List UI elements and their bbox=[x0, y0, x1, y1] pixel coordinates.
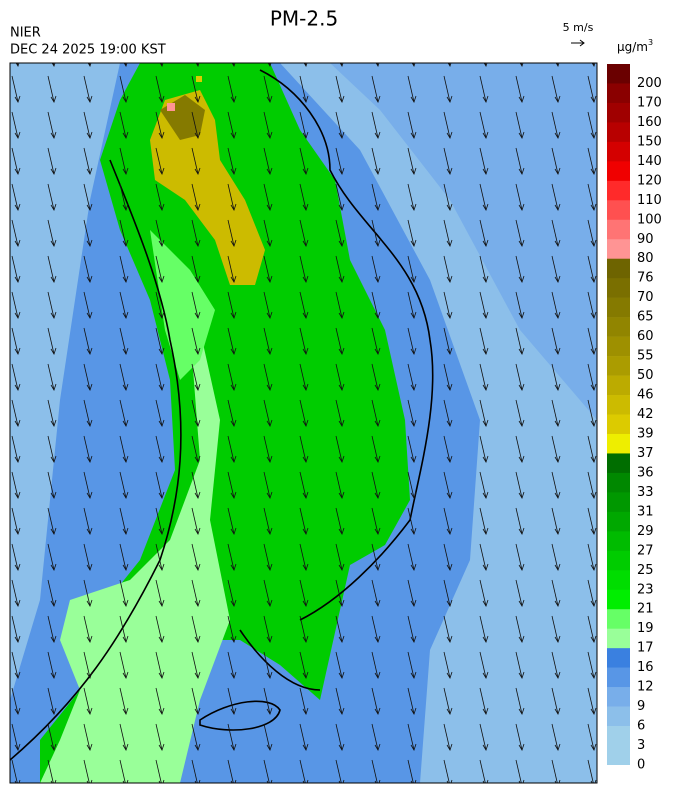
colorbar-cell bbox=[607, 414, 630, 435]
colorbar-label: 70 bbox=[637, 290, 654, 305]
colorbar-label: 65 bbox=[637, 310, 654, 325]
colorbar-label: 29 bbox=[637, 524, 654, 539]
colorbar-label: 120 bbox=[637, 173, 662, 188]
colorbar-label: 17 bbox=[637, 641, 654, 656]
colorbar-cell bbox=[607, 511, 630, 532]
agency: NIER bbox=[10, 26, 41, 41]
colorbar-label: 9 bbox=[637, 699, 645, 714]
colorbar-label: 55 bbox=[637, 349, 654, 364]
colorbar-cell bbox=[607, 122, 630, 143]
colorbar: 2001701601501401201101009080767065605550… bbox=[607, 64, 662, 773]
colorbar-label: 46 bbox=[637, 388, 654, 403]
colorbar-label: 25 bbox=[637, 563, 654, 578]
colorbar-cell bbox=[607, 609, 630, 629]
colorbar-label: 140 bbox=[637, 154, 662, 169]
title: PM-2.5 bbox=[270, 7, 338, 31]
timestamp: DEC 24 2025 19:00 KST bbox=[10, 43, 166, 58]
colorbar-label: 6 bbox=[637, 719, 645, 734]
colorbar-cell bbox=[607, 492, 630, 513]
colorbar-cell bbox=[607, 239, 630, 260]
wind-scale-arrow bbox=[571, 39, 585, 47]
colorbar-cell bbox=[607, 200, 630, 221]
colorbar-label: 16 bbox=[637, 660, 654, 675]
colorbar-cell bbox=[607, 141, 630, 162]
colorbar-cell bbox=[607, 102, 630, 123]
colorbar-cell bbox=[607, 550, 630, 571]
colorbar-label: 80 bbox=[637, 251, 654, 266]
colorbar-label: 90 bbox=[637, 232, 654, 247]
unit-label: μg/m3 bbox=[617, 38, 653, 54]
colorbar-cell bbox=[607, 628, 630, 649]
colorbar-label: 37 bbox=[637, 446, 654, 461]
colorbar-label: 170 bbox=[637, 95, 662, 110]
colorbar-label: 100 bbox=[637, 212, 662, 227]
colorbar-cell bbox=[607, 375, 630, 396]
colorbar-label: 27 bbox=[637, 543, 654, 558]
colorbar-cell bbox=[607, 161, 630, 182]
colorbar-cell bbox=[607, 356, 630, 376]
colorbar-cell bbox=[607, 531, 630, 552]
colorbar-label: 3 bbox=[637, 738, 645, 753]
map-frame bbox=[9, 62, 598, 784]
colorbar-cell bbox=[607, 278, 630, 298]
colorbar-label: 76 bbox=[637, 271, 654, 286]
colorbar-label: 33 bbox=[637, 485, 654, 500]
colorbar-cell bbox=[607, 687, 630, 707]
colorbar-cell bbox=[607, 395, 630, 415]
colorbar-cell bbox=[607, 336, 630, 357]
colorbar-label: 36 bbox=[637, 465, 654, 480]
colorbar-cell bbox=[607, 453, 630, 474]
colorbar-label: 160 bbox=[637, 115, 662, 130]
colorbar-cell bbox=[607, 64, 630, 84]
wind-scale-label: 5 m/s bbox=[563, 21, 594, 34]
colorbar-cell bbox=[607, 83, 630, 104]
colorbar-cell bbox=[607, 258, 630, 279]
colorbar-cell bbox=[607, 317, 630, 337]
colorbar-label: 0 bbox=[637, 758, 645, 773]
colorbar-cell bbox=[607, 297, 630, 318]
colorbar-label: 21 bbox=[637, 602, 654, 617]
colorbar-label: 31 bbox=[637, 504, 654, 519]
colorbar-cell bbox=[607, 726, 630, 746]
colorbar-label: 60 bbox=[637, 329, 654, 344]
colorbar-label: 23 bbox=[637, 582, 654, 597]
colorbar-cell bbox=[607, 472, 630, 493]
colorbar-label: 200 bbox=[637, 76, 662, 91]
colorbar-label: 150 bbox=[637, 134, 662, 149]
colorbar-label: 50 bbox=[637, 368, 654, 383]
colorbar-label: 19 bbox=[637, 621, 654, 636]
colorbar-cell bbox=[607, 570, 630, 591]
colorbar-label: 12 bbox=[637, 680, 654, 695]
map bbox=[10, 63, 597, 783]
colorbar-label: 42 bbox=[637, 407, 654, 422]
colorbar-label: 110 bbox=[637, 193, 662, 208]
colorbar-cell bbox=[607, 667, 630, 688]
colorbar-cell bbox=[607, 433, 630, 454]
colorbar-cell bbox=[607, 589, 630, 610]
colorbar-cell bbox=[607, 180, 630, 201]
colorbar-cell bbox=[607, 648, 630, 668]
colorbar-cell bbox=[607, 745, 630, 765]
colorbar-cell bbox=[607, 706, 630, 727]
colorbar-cell bbox=[607, 219, 630, 240]
colorbar-label: 39 bbox=[637, 426, 654, 441]
